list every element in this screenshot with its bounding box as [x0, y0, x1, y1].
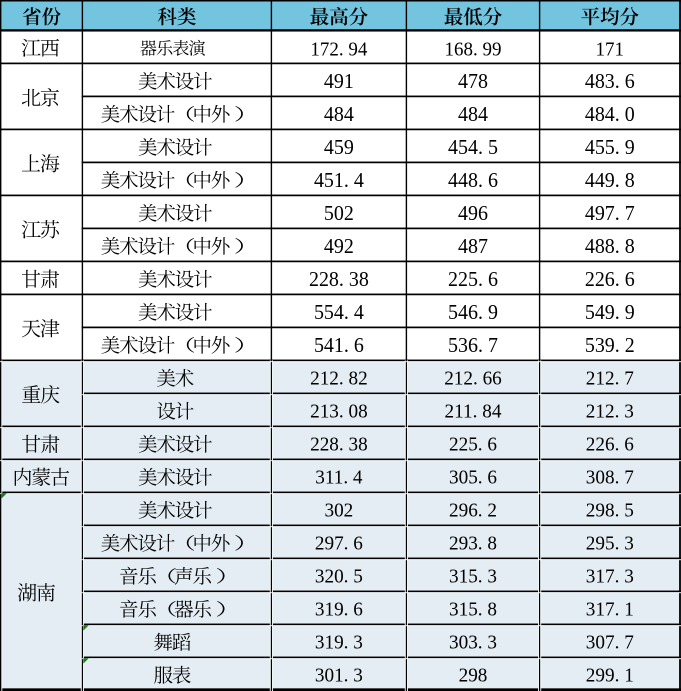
- svg-text:225. 6: 225. 6: [449, 434, 497, 455]
- svg-text:311. 4: 311. 4: [315, 467, 362, 488]
- svg-text:554. 4: 554. 4: [314, 302, 364, 324]
- svg-text:536. 7: 536. 7: [448, 335, 498, 357]
- svg-text:317. 1: 317. 1: [586, 599, 634, 620]
- svg-text:454. 5: 454. 5: [448, 137, 498, 159]
- svg-text:302: 302: [325, 500, 354, 521]
- svg-text:172. 94: 172. 94: [310, 39, 367, 60]
- svg-text:488. 8: 488. 8: [585, 236, 635, 258]
- svg-text:478: 478: [458, 71, 488, 93]
- svg-text:451. 4: 451. 4: [314, 170, 364, 192]
- svg-text:308. 7: 308. 7: [586, 467, 634, 488]
- svg-text:228. 38: 228. 38: [310, 434, 368, 455]
- svg-text:483. 6: 483. 6: [585, 71, 635, 93]
- svg-text:319. 3: 319. 3: [315, 632, 363, 653]
- svg-text:502: 502: [324, 203, 354, 225]
- svg-text:484: 484: [324, 104, 354, 126]
- svg-text:541. 6: 541. 6: [314, 335, 364, 357]
- svg-text:448. 6: 448. 6: [448, 170, 498, 192]
- svg-text:307. 7: 307. 7: [586, 632, 634, 653]
- svg-text:549. 9: 549. 9: [585, 302, 635, 324]
- svg-text:212. 7: 212. 7: [586, 368, 634, 389]
- svg-text:296. 2: 296. 2: [449, 500, 497, 521]
- svg-text:298: 298: [459, 665, 488, 686]
- svg-text:491: 491: [324, 71, 354, 93]
- svg-text:303. 3: 303. 3: [449, 632, 497, 653]
- svg-text:298. 5: 298. 5: [586, 500, 634, 521]
- svg-text:226. 6: 226. 6: [586, 434, 634, 455]
- svg-text:228. 38: 228. 38: [309, 269, 369, 291]
- svg-text:171: 171: [596, 39, 624, 60]
- svg-text:320. 5: 320. 5: [315, 566, 363, 587]
- svg-text:299. 1: 299. 1: [586, 665, 634, 686]
- svg-text:484. 0: 484. 0: [585, 104, 635, 126]
- svg-text:211. 84: 211. 84: [445, 401, 502, 422]
- svg-text:546. 9: 546. 9: [448, 302, 498, 324]
- svg-text:317. 3: 317. 3: [586, 566, 634, 587]
- svg-text:226. 6: 226. 6: [585, 269, 635, 291]
- svg-text:455. 9: 455. 9: [585, 137, 635, 159]
- svg-text:487: 487: [458, 236, 488, 258]
- svg-text:301. 3: 301. 3: [315, 665, 363, 686]
- svg-text:293. 8: 293. 8: [449, 533, 497, 554]
- svg-text:315. 8: 315. 8: [449, 599, 497, 620]
- svg-text:319. 6: 319. 6: [315, 599, 363, 620]
- svg-text:492: 492: [324, 236, 354, 258]
- svg-text:212. 3: 212. 3: [586, 401, 634, 422]
- svg-text:297. 6: 297. 6: [315, 533, 363, 554]
- svg-text:295. 3: 295. 3: [586, 533, 634, 554]
- svg-text:539. 2: 539. 2: [585, 335, 635, 357]
- svg-text:212. 82: 212. 82: [310, 368, 368, 389]
- svg-text:484: 484: [458, 104, 488, 126]
- svg-text:496: 496: [458, 203, 488, 225]
- svg-text:225. 6: 225. 6: [448, 269, 498, 291]
- svg-text:168. 99: 168. 99: [445, 39, 502, 60]
- svg-text:459: 459: [324, 137, 354, 159]
- svg-text:213. 08: 213. 08: [310, 401, 368, 422]
- svg-text:449. 8: 449. 8: [585, 170, 635, 192]
- svg-text:212. 66: 212. 66: [444, 368, 502, 389]
- svg-text:315. 3: 315. 3: [449, 566, 497, 587]
- svg-text:497. 7: 497. 7: [585, 203, 635, 225]
- svg-text:305. 6: 305. 6: [449, 467, 497, 488]
